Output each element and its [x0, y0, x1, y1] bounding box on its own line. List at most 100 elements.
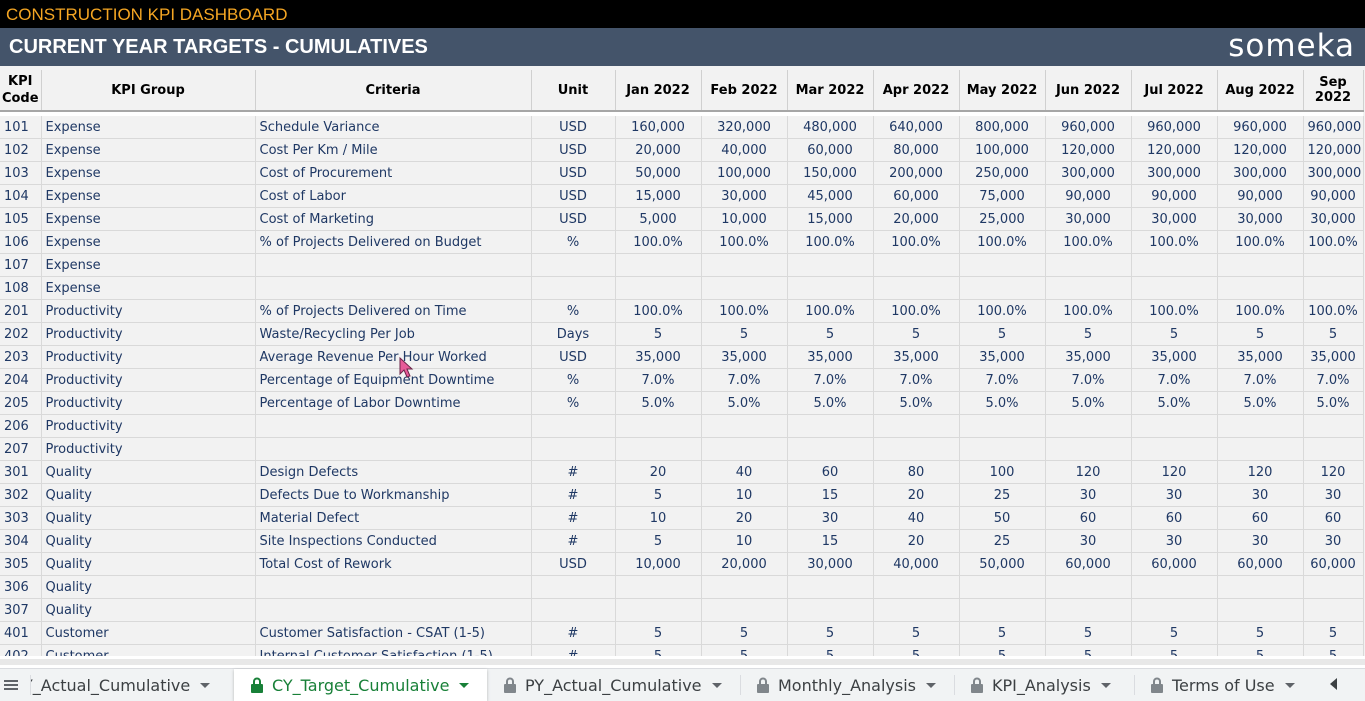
cell-month-target[interactable]: 5,000 — [615, 207, 702, 231]
cell-month-target[interactable]: 300,000 — [1131, 161, 1218, 185]
cell-kpi-code[interactable]: 307 — [0, 598, 42, 622]
cell-unit[interactable]: USD — [531, 116, 616, 139]
cell-month-target[interactable]: 100.0% — [1131, 299, 1218, 323]
cell-month-target[interactable]: 100.0% — [1217, 230, 1304, 254]
cell-month-target[interactable]: 7.0% — [959, 368, 1046, 392]
spreadsheet-grid[interactable]: KPI Code KPI Group Criteria Unit Jan 2022… — [0, 66, 1365, 656]
cell-month-target[interactable]: 480,000 — [787, 116, 874, 139]
cell-kpi-group[interactable]: Quality — [41, 529, 256, 553]
cell-month-target[interactable] — [1131, 598, 1218, 622]
cell-month-target[interactable]: 100.0% — [1303, 230, 1364, 254]
cell-unit[interactable]: # — [531, 644, 616, 656]
cell-month-target[interactable]: 5 — [787, 644, 874, 656]
tab-cy-target-cumulative[interactable]: CY_Target_Cumulative — [234, 669, 487, 701]
cell-kpi-group[interactable]: Productivity — [41, 414, 256, 438]
cell-month-target[interactable]: 200,000 — [873, 161, 960, 185]
cell-month-target[interactable]: 60,000 — [1303, 552, 1364, 576]
cell-month-target[interactable] — [1217, 276, 1304, 300]
cell-criteria[interactable]: Defects Due to Workmanship — [255, 483, 532, 507]
cell-month-target[interactable]: 100.0% — [1217, 299, 1304, 323]
cell-month-target[interactable]: 7.0% — [701, 368, 788, 392]
cell-criteria[interactable] — [255, 414, 532, 438]
cell-month-target[interactable] — [1131, 575, 1218, 599]
scrollbar-thumb[interactable] — [0, 659, 1365, 665]
cell-month-target[interactable]: 10 — [701, 529, 788, 553]
cell-criteria[interactable]: Site Inspections Conducted — [255, 529, 532, 553]
cell-criteria[interactable] — [255, 437, 532, 461]
cell-month-target[interactable] — [1131, 414, 1218, 438]
cell-criteria[interactable]: Cost of Procurement — [255, 161, 532, 185]
cell-month-target[interactable]: 25 — [959, 483, 1046, 507]
cell-kpi-code[interactable]: 104 — [0, 184, 42, 208]
header-unit[interactable]: Unit — [531, 70, 616, 112]
cell-month-target[interactable] — [1045, 598, 1132, 622]
cell-month-target[interactable]: 5.0% — [873, 391, 960, 415]
cell-criteria[interactable]: Cost Per Km / Mile — [255, 138, 532, 162]
cell-kpi-code[interactable]: 105 — [0, 207, 42, 231]
cell-unit[interactable]: # — [531, 529, 616, 553]
cell-kpi-code[interactable]: 202 — [0, 322, 42, 346]
header-month[interactable]: Jul 2022 — [1131, 70, 1218, 112]
cell-kpi-group[interactable]: Customer — [41, 644, 256, 656]
cell-month-target[interactable]: 5 — [615, 322, 702, 346]
cell-month-target[interactable]: 300,000 — [1303, 161, 1364, 185]
cell-month-target[interactable]: 60,000 — [787, 138, 874, 162]
cell-unit[interactable]: # — [531, 483, 616, 507]
cell-month-target[interactable]: 120 — [1131, 460, 1218, 484]
cell-kpi-code[interactable]: 301 — [0, 460, 42, 484]
cell-month-target[interactable] — [1217, 598, 1304, 622]
cell-kpi-group[interactable]: Quality — [41, 460, 256, 484]
cell-criteria[interactable]: Percentage of Labor Downtime — [255, 391, 532, 415]
cell-month-target[interactable] — [701, 598, 788, 622]
cell-month-target[interactable]: 5 — [787, 621, 874, 645]
cell-month-target[interactable]: 5 — [1303, 322, 1364, 346]
cell-kpi-group[interactable]: Quality — [41, 598, 256, 622]
cell-kpi-group[interactable]: Productivity — [41, 345, 256, 369]
cell-month-target[interactable] — [873, 414, 960, 438]
cell-kpi-code[interactable]: 101 — [0, 116, 42, 139]
cell-month-target[interactable]: 90,000 — [1303, 184, 1364, 208]
cell-kpi-code[interactable]: 107 — [0, 253, 42, 277]
cell-month-target[interactable]: 40 — [873, 506, 960, 530]
cell-criteria[interactable]: Schedule Variance — [255, 116, 532, 139]
cell-month-target[interactable] — [1217, 414, 1304, 438]
cell-month-target[interactable] — [959, 276, 1046, 300]
cell-kpi-group[interactable]: Quality — [41, 483, 256, 507]
cell-kpi-group[interactable]: Expense — [41, 138, 256, 162]
cell-criteria[interactable] — [255, 276, 532, 300]
cell-kpi-code[interactable]: 108 — [0, 276, 42, 300]
cell-month-target[interactable]: 5.0% — [787, 391, 874, 415]
cell-unit[interactable] — [531, 276, 616, 300]
cell-month-target[interactable] — [1303, 437, 1364, 461]
cell-criteria[interactable]: Internal Customer Satisfaction (1-5) — [255, 644, 532, 656]
cell-month-target[interactable] — [615, 414, 702, 438]
caret-down-icon[interactable] — [1284, 682, 1295, 688]
cell-month-target[interactable] — [1303, 414, 1364, 438]
cell-month-target[interactable] — [615, 253, 702, 277]
cell-unit[interactable]: # — [531, 621, 616, 645]
cell-kpi-group[interactable]: Quality — [41, 575, 256, 599]
cell-unit[interactable]: USD — [531, 552, 616, 576]
cell-kpi-code[interactable]: 302 — [0, 483, 42, 507]
cell-kpi-group[interactable]: Customer — [41, 621, 256, 645]
cell-month-target[interactable]: 5 — [615, 644, 702, 656]
cell-month-target[interactable]: 100.0% — [1131, 230, 1218, 254]
cell-month-target[interactable]: 5 — [959, 322, 1046, 346]
cell-month-target[interactable]: 30 — [1045, 483, 1132, 507]
cell-month-target[interactable]: 5 — [1045, 322, 1132, 346]
cell-month-target[interactable] — [615, 598, 702, 622]
cell-month-target[interactable] — [615, 437, 702, 461]
cell-kpi-code[interactable]: 305 — [0, 552, 42, 576]
cell-month-target[interactable] — [873, 276, 960, 300]
cell-month-target[interactable]: 100.0% — [701, 299, 788, 323]
cell-month-target[interactable]: 100.0% — [615, 299, 702, 323]
cell-month-target[interactable]: 75,000 — [959, 184, 1046, 208]
cell-kpi-group[interactable]: Productivity — [41, 391, 256, 415]
cell-kpi-group[interactable]: Productivity — [41, 437, 256, 461]
cell-month-target[interactable]: 960,000 — [1303, 116, 1364, 139]
cell-kpi-code[interactable]: 205 — [0, 391, 42, 415]
cell-month-target[interactable]: 45,000 — [787, 184, 874, 208]
caret-down-icon[interactable] — [925, 682, 936, 688]
cell-kpi-group[interactable]: Expense — [41, 276, 256, 300]
cell-kpi-code[interactable]: 401 — [0, 621, 42, 645]
